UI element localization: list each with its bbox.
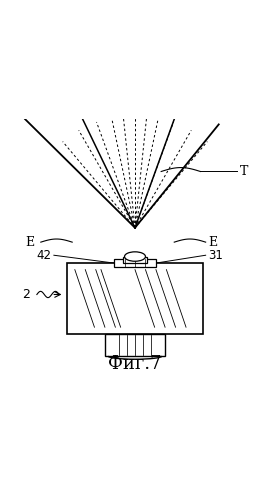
Ellipse shape [124, 252, 146, 262]
Text: Фиг.7: Фиг.7 [108, 355, 162, 373]
Text: 31: 31 [208, 248, 223, 262]
Text: E: E [208, 236, 217, 248]
Bar [105, 334, 165, 356]
Bar [67, 263, 203, 334]
Text: E: E [25, 236, 34, 248]
Text: 2: 2 [22, 288, 30, 301]
Bar [114, 259, 156, 267]
Bar [123, 256, 147, 263]
Text: T: T [240, 165, 248, 178]
Text: 42: 42 [36, 248, 51, 262]
